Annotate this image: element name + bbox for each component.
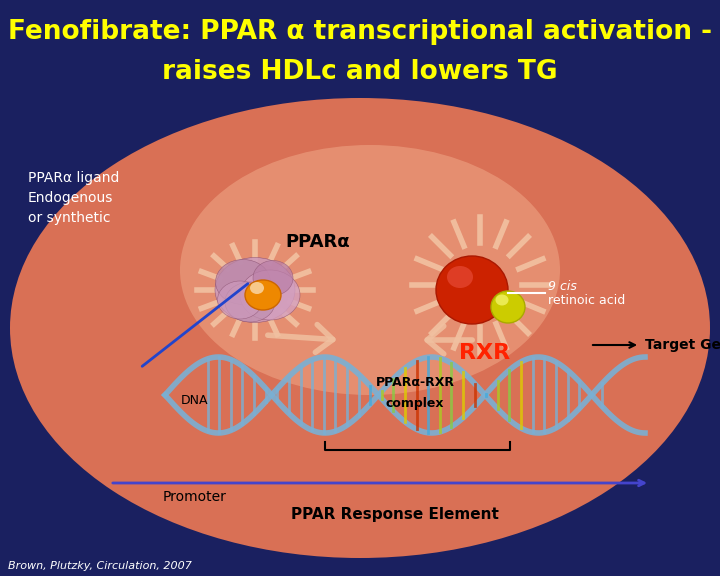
Text: DNA: DNA bbox=[181, 393, 209, 407]
Text: Brown, Plutzky, Circulation, 2007: Brown, Plutzky, Circulation, 2007 bbox=[8, 561, 192, 571]
Ellipse shape bbox=[180, 145, 560, 395]
Ellipse shape bbox=[250, 282, 264, 294]
Ellipse shape bbox=[495, 294, 508, 305]
Text: Target Gene: Target Gene bbox=[645, 338, 720, 352]
Ellipse shape bbox=[436, 256, 508, 324]
Text: Endogenous: Endogenous bbox=[28, 191, 113, 205]
Text: Fenofibrate: PPAR α transcriptional activation -: Fenofibrate: PPAR α transcriptional acti… bbox=[8, 19, 712, 45]
Text: retinoic acid: retinoic acid bbox=[548, 294, 625, 308]
Text: 9 cis: 9 cis bbox=[548, 281, 577, 294]
Text: RXR: RXR bbox=[459, 343, 510, 363]
Bar bbox=[0, 546, 720, 576]
Ellipse shape bbox=[217, 281, 263, 319]
Ellipse shape bbox=[10, 98, 710, 558]
Text: PPARα ligand: PPARα ligand bbox=[28, 171, 120, 185]
Ellipse shape bbox=[447, 266, 473, 288]
FancyArrowPatch shape bbox=[427, 326, 472, 354]
Ellipse shape bbox=[215, 257, 295, 323]
FancyArrowPatch shape bbox=[268, 324, 333, 353]
Ellipse shape bbox=[491, 291, 525, 323]
Text: Promoter: Promoter bbox=[163, 490, 227, 504]
Text: complex: complex bbox=[386, 396, 444, 410]
Ellipse shape bbox=[253, 260, 293, 295]
Text: PPARα-RXR: PPARα-RXR bbox=[376, 377, 454, 389]
Bar bbox=[0, 0, 720, 110]
Text: PPAR Response Element: PPAR Response Element bbox=[291, 507, 499, 522]
Ellipse shape bbox=[240, 270, 300, 320]
Ellipse shape bbox=[215, 260, 271, 305]
Ellipse shape bbox=[225, 282, 275, 322]
Text: or synthetic: or synthetic bbox=[28, 211, 110, 225]
Text: raises HDLc and lowers TG: raises HDLc and lowers TG bbox=[162, 59, 558, 85]
Ellipse shape bbox=[245, 280, 281, 310]
Text: PPARα: PPARα bbox=[285, 233, 350, 251]
